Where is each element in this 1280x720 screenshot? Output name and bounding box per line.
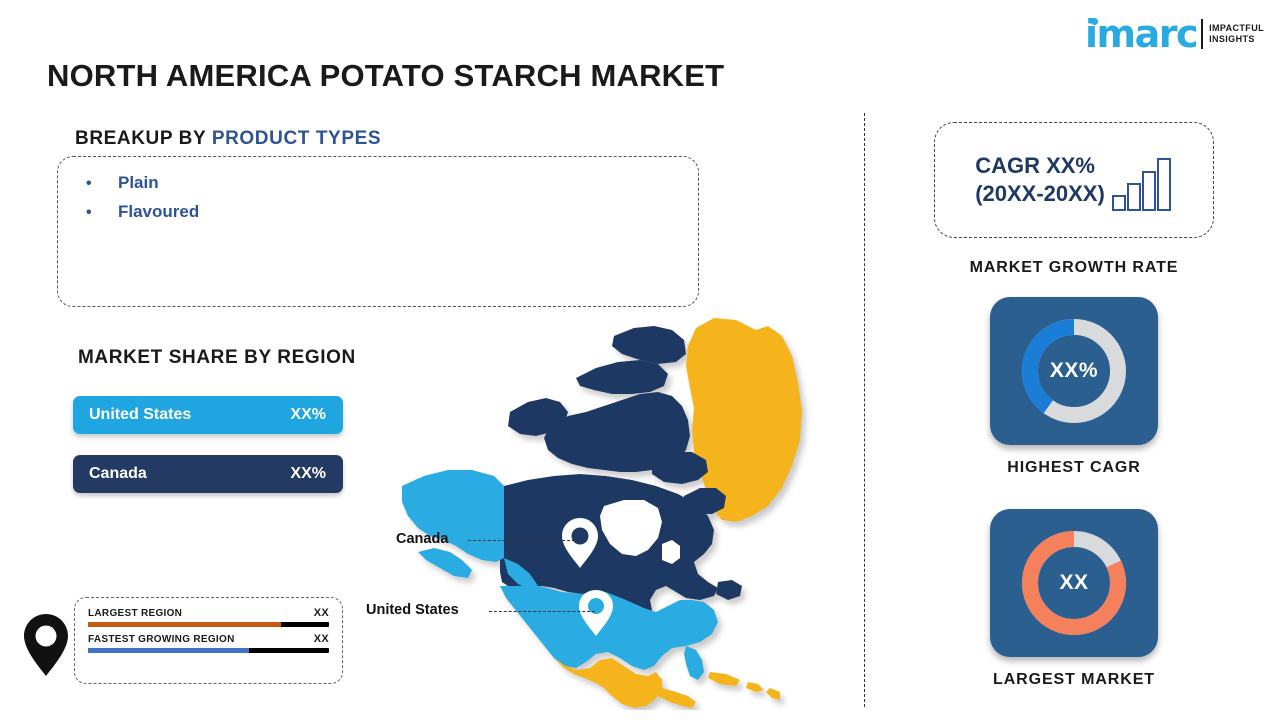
cagr-line-2: (20XX-20XX)	[975, 181, 1105, 206]
map-region-alaska	[402, 470, 504, 562]
map-florida	[684, 646, 704, 680]
caption-largest-market: LARGEST MARKET	[993, 671, 1155, 688]
map-hudson-bay	[600, 500, 662, 556]
vertical-divider	[864, 113, 865, 707]
map-panhandle	[504, 558, 538, 590]
region-bar-united-states: United States XX%	[73, 396, 343, 434]
region-bar-canada: Canada XX%	[73, 455, 343, 493]
legend-fill	[88, 648, 250, 653]
map-region-united-states	[500, 586, 718, 670]
logo-tagline-line1: IMPACTFUL	[1209, 23, 1264, 33]
legend-label: LARGEST REGION	[88, 608, 183, 619]
imarc-logo: imarc IMPACTFUL INSIGHTS	[1085, 14, 1264, 54]
map-label-united-states: United States	[366, 602, 459, 618]
product-types-box: • Plain • Flavoured	[57, 156, 699, 307]
region-indicator-box: LARGEST REGION XX FASTEST GROWING REGION…	[74, 597, 343, 684]
legend-fill	[88, 622, 281, 627]
logo-wordmark: imarc	[1085, 12, 1199, 56]
bullet-icon: •	[86, 204, 92, 221]
product-types-list: • Plain • Flavoured	[58, 157, 698, 222]
map-region-mexico	[554, 658, 662, 708]
product-type-label: Flavoured	[118, 202, 200, 221]
logo-divider	[1201, 19, 1204, 49]
north-america-map	[400, 300, 870, 710]
donut-card-largest-market: XX	[990, 509, 1158, 657]
logo-tagline: IMPACTFUL INSIGHTS	[1209, 23, 1264, 45]
map-hudson-strait	[662, 540, 680, 564]
breakup-heading-accent: PRODUCT TYPES	[211, 128, 382, 149]
leader-line-united-states	[489, 611, 595, 612]
breakup-heading-prefix: BREAKUP BY	[75, 128, 212, 149]
logo-tagline-line2: INSIGHTS	[1209, 34, 1255, 44]
market-share-heading: MARKET SHARE BY REGION	[78, 347, 356, 368]
product-type-label: Plain	[118, 173, 159, 192]
donut-chart-highest-cagr	[1022, 319, 1126, 423]
cagr-text: CAGR XX% (20XX-20XX)	[975, 152, 1105, 208]
map-svg	[402, 318, 802, 708]
legend-track	[88, 648, 329, 653]
map-region-canada-islands-1	[508, 398, 568, 436]
region-bar-label: United States	[89, 406, 192, 423]
list-item: • Plain	[86, 173, 698, 193]
donut-chart-largest-market	[1022, 531, 1126, 635]
bullet-icon: •	[86, 175, 92, 192]
map-region-canada-islands-4	[652, 452, 708, 484]
caption-highest-cagr: HIGHEST CAGR	[1007, 459, 1141, 476]
list-item: • Flavoured	[86, 202, 698, 222]
leader-line-canada	[468, 540, 580, 541]
logo-dot-icon	[1091, 18, 1099, 25]
cagr-line-1: CAGR XX%	[975, 153, 1095, 178]
map-region-canada-mainland	[500, 474, 718, 616]
map-newfoundland	[716, 580, 742, 600]
breakup-heading: BREAKUP BY PRODUCT TYPES	[75, 128, 381, 150]
map-caribbean-3	[766, 688, 780, 700]
region-bar-value: XX%	[290, 406, 326, 423]
donut-card-highest-cagr: XX%	[990, 297, 1158, 445]
legend-track	[88, 622, 329, 627]
map-alaska-tail	[418, 548, 472, 578]
legend-value: XX	[313, 633, 329, 645]
region-bar-label: Canada	[89, 465, 147, 482]
map-region-canada-islands-3	[612, 326, 686, 364]
page-title: NORTH AMERICA POTATO STARCH MARKET	[47, 58, 725, 93]
map-pin-icon	[24, 614, 68, 676]
map-caribbean-1	[708, 672, 740, 686]
legend-row-largest-region: LARGEST REGION XX	[88, 607, 329, 627]
map-label-canada: Canada	[396, 531, 449, 547]
map-caribbean-2	[746, 682, 764, 692]
map-region-canada-islands-2	[576, 360, 668, 394]
map-pin-marker-united-states	[579, 590, 613, 636]
map-region-canada-arctic	[544, 392, 690, 472]
caption-market-growth-rate: MARKET GROWTH RATE	[969, 259, 1179, 276]
legend-label: FASTEST GROWING REGION	[88, 634, 235, 645]
donut-value-highest-cagr: XX%	[1049, 359, 1099, 382]
cagr-box: CAGR XX% (20XX-20XX)	[934, 122, 1214, 238]
legend-value: XX	[313, 607, 329, 619]
bar-chart-icon	[1111, 158, 1171, 211]
map-region-greenland	[686, 318, 802, 522]
region-bar-value: XX%	[290, 465, 326, 482]
legend-row-fastest-growing-region: FASTEST GROWING REGION XX	[88, 633, 329, 653]
donut-value-largest-market: XX	[1059, 571, 1089, 594]
map-central-america	[646, 686, 696, 708]
